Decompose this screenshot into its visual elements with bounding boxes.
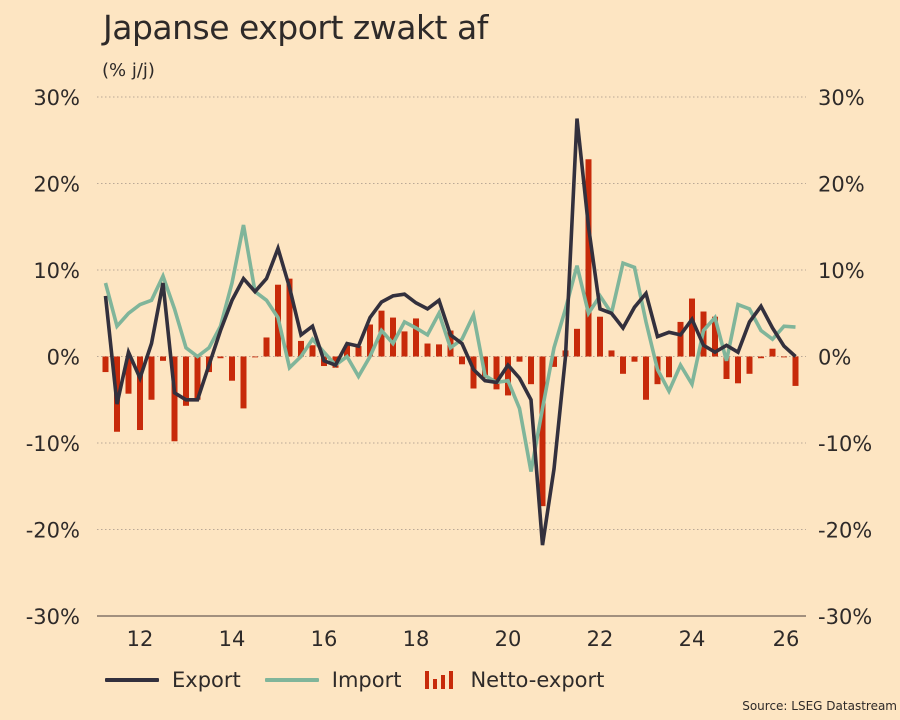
net-export-bar xyxy=(758,356,764,359)
net-export-bar xyxy=(631,356,638,362)
legend-item-net-export: Netto-export xyxy=(425,668,604,692)
legend-label-export: Export xyxy=(172,668,241,692)
net-export-bar xyxy=(367,324,373,357)
bar-chart-swatch-icon xyxy=(425,671,454,689)
net-export-bar xyxy=(677,321,684,357)
net-export-bar xyxy=(137,356,143,431)
x-tick-label: 12 xyxy=(127,627,154,651)
net-export-bar xyxy=(413,318,419,357)
x-tick-label: 20 xyxy=(495,627,522,651)
net-export-bar xyxy=(781,356,787,358)
series-lines xyxy=(103,118,797,546)
net-export-bar xyxy=(240,356,247,409)
net-export-bar xyxy=(470,356,477,389)
source-note: Source: LSEG Datastream xyxy=(742,699,897,713)
net-export-bar xyxy=(436,344,442,357)
net-export-bar xyxy=(585,159,592,357)
legend-item-import: Import xyxy=(264,668,402,692)
net-export-bar xyxy=(252,356,258,358)
y-tick-label-left: -10% xyxy=(26,432,80,456)
y-tick-label-right: -30% xyxy=(818,605,872,629)
net-export-bar xyxy=(746,356,753,374)
net-export-bar xyxy=(148,356,155,400)
net-export-bar xyxy=(643,356,649,400)
net-export-bar xyxy=(597,316,603,357)
y-tick-label-left: 10% xyxy=(33,259,80,283)
net-export-bar xyxy=(769,348,776,357)
net-export-bar xyxy=(390,317,396,357)
net-export-bar xyxy=(539,356,546,507)
net-export-bar xyxy=(723,356,730,379)
legend-item-export: Export xyxy=(105,668,241,692)
net-export-bar xyxy=(401,331,408,357)
net-export-bar xyxy=(160,356,166,361)
y-tick-label-left: -30% xyxy=(26,605,80,629)
export-line-swatch-icon xyxy=(105,678,159,682)
y-tick-label-right: 20% xyxy=(818,173,865,197)
net-export-bar xyxy=(286,278,293,357)
net-export-bar xyxy=(574,328,580,357)
net-export-bar xyxy=(551,356,557,367)
net-export-bar xyxy=(620,356,626,374)
chart-title: Japanse export zwakt af xyxy=(103,8,488,47)
y-tick-label-left: 20% xyxy=(33,173,80,197)
y-tick-label-right: -20% xyxy=(818,519,872,543)
legend-label-import: Import xyxy=(331,668,402,692)
y-axis-right: 30% 20% 10% 0% -10% -20% -30% xyxy=(818,86,872,629)
x-tick-label: 24 xyxy=(679,627,706,651)
y-unit-label: (% j/j) xyxy=(102,60,155,81)
y-axis-left: 30% 20% 10% 0% -10% -20% -30% xyxy=(26,86,80,629)
net-export-bar xyxy=(735,356,741,384)
net-export-bar xyxy=(516,356,523,362)
net-export-bar xyxy=(344,345,350,357)
net-export-bar xyxy=(298,340,304,357)
y-tick-label-left: -20% xyxy=(26,519,80,543)
net-export-bar xyxy=(217,356,224,359)
net-export-bar xyxy=(171,356,178,442)
net-export-bar xyxy=(493,356,500,390)
y-tick-label-right: 10% xyxy=(818,259,865,283)
x-tick-label: 18 xyxy=(403,627,430,651)
legend-label-net-export: Netto-export xyxy=(470,668,605,692)
net-export-bar xyxy=(263,337,270,357)
x-axis: 12 14 16 18 20 22 24 26 xyxy=(127,627,800,651)
net-export-bar xyxy=(125,356,132,394)
import-line-swatch-icon xyxy=(264,678,319,682)
x-tick-label: 26 xyxy=(773,627,800,651)
net-export-bar xyxy=(309,345,316,357)
y-tick-label-left: 30% xyxy=(33,86,80,110)
net-export-bar xyxy=(528,356,534,385)
net-export-bar xyxy=(183,356,189,406)
net-export-bar xyxy=(505,356,511,396)
net-export-bar xyxy=(102,356,109,373)
export-line xyxy=(103,118,797,546)
legend: Export Import Netto-export xyxy=(105,668,628,692)
y-tick-label-left: 0% xyxy=(47,346,80,370)
x-tick-label: 22 xyxy=(587,627,614,651)
net-export-bar xyxy=(666,356,672,378)
net-export-bar xyxy=(608,350,615,357)
y-tick-label-right: -10% xyxy=(818,432,872,456)
x-tick-label: 14 xyxy=(219,627,246,651)
net-export-bar xyxy=(689,298,695,357)
net-export-bar xyxy=(792,356,799,386)
y-tick-label-right: 30% xyxy=(818,86,865,110)
net-export-bar xyxy=(229,356,235,381)
net-export-bar xyxy=(194,356,201,400)
net-export-bar xyxy=(355,346,362,357)
net-export-bar xyxy=(712,316,718,357)
net-export-bar xyxy=(424,343,431,357)
net-export-bar xyxy=(459,356,465,365)
y-tick-label-right: 0% xyxy=(818,346,851,370)
gridlines xyxy=(97,96,806,617)
x-tick-label: 16 xyxy=(311,627,338,651)
